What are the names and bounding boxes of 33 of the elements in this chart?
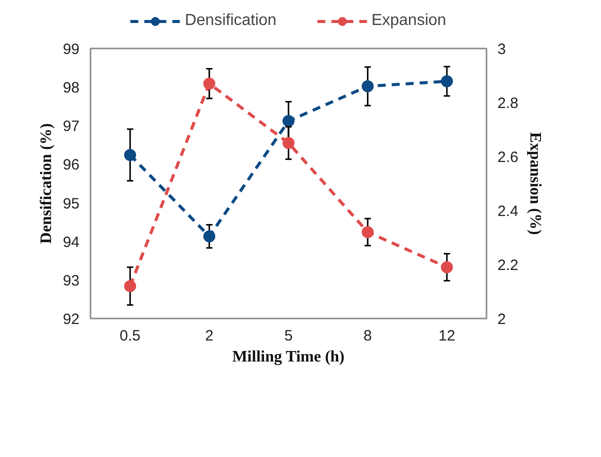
y2-tick-label: 2.4	[498, 203, 518, 220]
y-tick-label: 97	[62, 118, 80, 136]
x-tick-label: 12	[438, 328, 456, 344]
point	[203, 78, 216, 90]
point	[282, 137, 294, 149]
x-tick-label: 0.5	[120, 328, 141, 344]
x-tick-label: 5	[284, 328, 293, 344]
y-tick-label: 95	[62, 195, 80, 212]
point	[440, 261, 453, 274]
legend-label: Densification	[184, 12, 276, 30]
x-tick-label: 2	[205, 328, 214, 344]
point	[362, 80, 374, 92]
y-tick-label: 94	[62, 234, 80, 251]
x-axis-title: Milling Time (h)	[232, 348, 345, 366]
point	[124, 148, 136, 161]
y-tick-label: 99	[62, 41, 80, 58]
y-axis-title: Densification (%)	[38, 123, 55, 244]
y-tick-label: 93	[62, 272, 80, 290]
point	[440, 75, 453, 88]
x-tick-label: 8	[364, 328, 372, 344]
y-tick-label: 98	[62, 80, 80, 97]
y2-tick-label: 3	[498, 41, 506, 58]
y2-tick-label: 2.8	[498, 95, 518, 112]
y-tick-label: 96	[62, 156, 80, 174]
legend-label: Expansion	[371, 12, 446, 30]
point	[203, 230, 216, 242]
point	[124, 280, 136, 292]
y2-axis-title: Expansion (%)	[526, 132, 544, 235]
y2-tick-label: 2.6	[498, 149, 518, 166]
y-tick-label: 92	[62, 311, 80, 328]
y2-tick-label: 2.2	[498, 257, 518, 274]
point	[362, 226, 374, 238]
y2-tick-label: 2	[498, 311, 506, 328]
